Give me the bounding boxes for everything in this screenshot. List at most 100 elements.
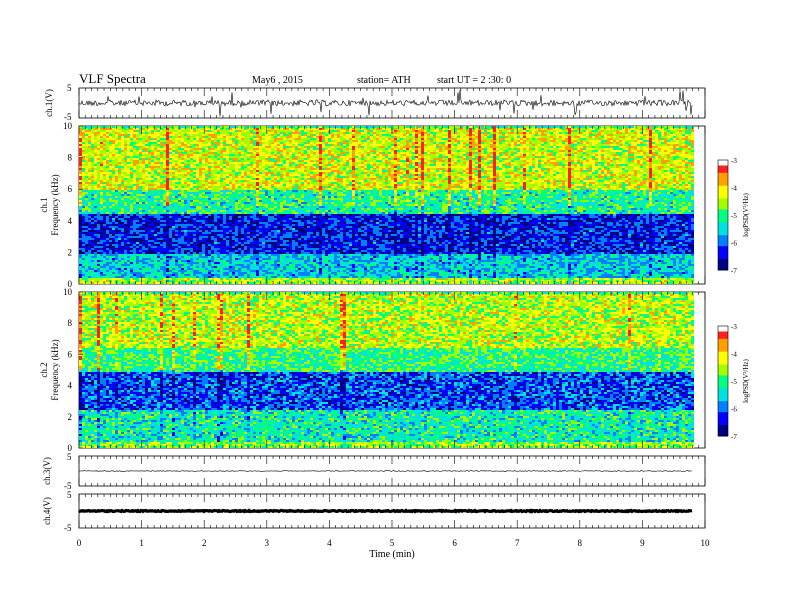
spectrogram-cell bbox=[103, 254, 106, 256]
spectrogram-cell bbox=[109, 158, 112, 160]
spectrogram-cell bbox=[88, 162, 91, 164]
spectrogram-cell bbox=[82, 132, 85, 134]
spectrogram-cell bbox=[97, 198, 100, 200]
spectrogram-cell bbox=[94, 168, 97, 170]
spectrogram-cell bbox=[79, 248, 82, 250]
spectrogram-cell bbox=[85, 262, 88, 264]
spectrogram-cell bbox=[82, 234, 85, 236]
spectrogram-cell bbox=[82, 138, 85, 140]
spectrogram-cell bbox=[109, 264, 112, 266]
spectrogram-cell bbox=[103, 130, 106, 132]
spectrogram-cell bbox=[115, 142, 118, 144]
spectrogram-cell bbox=[79, 142, 82, 144]
spectrogram-cell bbox=[103, 266, 106, 268]
spectrogram-cell bbox=[82, 158, 85, 160]
spectrogram-cell bbox=[115, 198, 118, 200]
spectrogram-cell bbox=[85, 154, 88, 156]
spectrogram-cell bbox=[109, 218, 112, 220]
spectrogram-cell bbox=[97, 132, 100, 134]
spectrogram-cell bbox=[100, 160, 103, 162]
spectrogram-cell bbox=[79, 214, 82, 216]
spectrogram-cell bbox=[109, 238, 112, 240]
spectrogram-cell bbox=[106, 196, 109, 198]
spectrogram-cell bbox=[106, 276, 109, 278]
spectrogram-cell bbox=[100, 194, 103, 196]
spectrogram-cell bbox=[85, 260, 88, 262]
spectrogram-cell bbox=[82, 218, 85, 220]
spectrogram-cell bbox=[91, 266, 94, 268]
spectrogram-cell bbox=[100, 126, 103, 128]
spectrogram-cell bbox=[94, 130, 97, 132]
spectrogram-cell bbox=[106, 210, 109, 212]
spectrogram-cell bbox=[100, 190, 103, 192]
spectrogram-cell bbox=[106, 186, 109, 188]
spectrogram-cell bbox=[100, 128, 103, 130]
spectrogram-cell bbox=[94, 178, 97, 180]
spectrogram-cell bbox=[100, 132, 103, 134]
spectrogram-cell bbox=[79, 190, 82, 192]
spectrogram-cell bbox=[88, 132, 91, 134]
spectrogram-cell bbox=[106, 220, 109, 222]
spectrogram-cell bbox=[88, 142, 91, 144]
spectrogram-cell bbox=[97, 228, 100, 230]
spectrogram-cell bbox=[97, 230, 100, 232]
spectrogram-cell bbox=[100, 162, 103, 164]
spectrogram-cell bbox=[82, 242, 85, 244]
spectrogram-cell bbox=[97, 160, 100, 162]
spectrogram-cell bbox=[100, 172, 103, 174]
spectrogram-cell bbox=[79, 262, 82, 264]
spectrogram-cell bbox=[100, 216, 103, 218]
spectrogram-cell bbox=[82, 224, 85, 226]
spectrogram-cell bbox=[106, 246, 109, 248]
spectrogram-cell bbox=[112, 250, 115, 252]
spectrogram-cell bbox=[94, 266, 97, 268]
spectrogram-cell bbox=[109, 198, 112, 200]
spectrogram-cell bbox=[109, 192, 112, 194]
spectrogram-cell bbox=[106, 200, 109, 202]
spectrogram-cell bbox=[103, 200, 106, 202]
spectrogram-cell bbox=[85, 182, 88, 184]
start-time-label: start UT = 2 :30: 0 bbox=[437, 75, 511, 86]
spectrogram-cell bbox=[91, 156, 94, 158]
spectrogram-cell bbox=[103, 140, 106, 142]
spectrogram-cell bbox=[106, 222, 109, 224]
spectrogram-cell bbox=[91, 188, 94, 190]
spectrogram-cell bbox=[88, 278, 91, 280]
spectrogram-cell bbox=[97, 168, 100, 170]
spectrogram-cell bbox=[109, 156, 112, 158]
spectrogram-cell bbox=[85, 162, 88, 164]
spectrogram-cell bbox=[88, 250, 91, 252]
spectrogram-cell bbox=[112, 228, 115, 230]
spectrogram-cell bbox=[94, 260, 97, 262]
spectrogram-cell bbox=[109, 174, 112, 176]
spectrogram-cell bbox=[109, 236, 112, 238]
spectrogram-cell bbox=[112, 152, 115, 154]
spectrogram-cell bbox=[85, 164, 88, 166]
spectrogram-cell bbox=[106, 142, 109, 144]
spectrogram-cell bbox=[106, 206, 109, 208]
spectrogram-cell bbox=[85, 248, 88, 250]
spectrogram-cell bbox=[112, 246, 115, 248]
spectrogram-cell bbox=[91, 140, 94, 142]
spectrogram-cell bbox=[85, 168, 88, 170]
spectrogram-cell bbox=[109, 232, 112, 234]
spectrogram-cell bbox=[112, 156, 115, 158]
spectrogram-cell bbox=[97, 282, 100, 284]
spectrogram-cell bbox=[106, 164, 109, 166]
spectrogram-cell bbox=[91, 142, 94, 144]
spectrogram-cell bbox=[94, 226, 97, 228]
spectrogram-cell bbox=[88, 232, 91, 234]
spectrogram-cell bbox=[79, 264, 82, 266]
spectrogram-cell bbox=[97, 170, 100, 172]
spectrogram-cell bbox=[94, 144, 97, 146]
spectrogram-cell bbox=[85, 240, 88, 242]
spectrogram-cell bbox=[85, 232, 88, 234]
spectrogram-cell bbox=[94, 142, 97, 144]
spectrogram-cell bbox=[79, 168, 82, 170]
spectrogram-cell bbox=[100, 202, 103, 204]
spectrogram-cell bbox=[88, 126, 91, 128]
spectrogram-cell bbox=[94, 184, 97, 186]
spectrogram-cell bbox=[100, 214, 103, 216]
spectrogram-cell bbox=[79, 162, 82, 164]
spectrogram-cell bbox=[94, 160, 97, 162]
